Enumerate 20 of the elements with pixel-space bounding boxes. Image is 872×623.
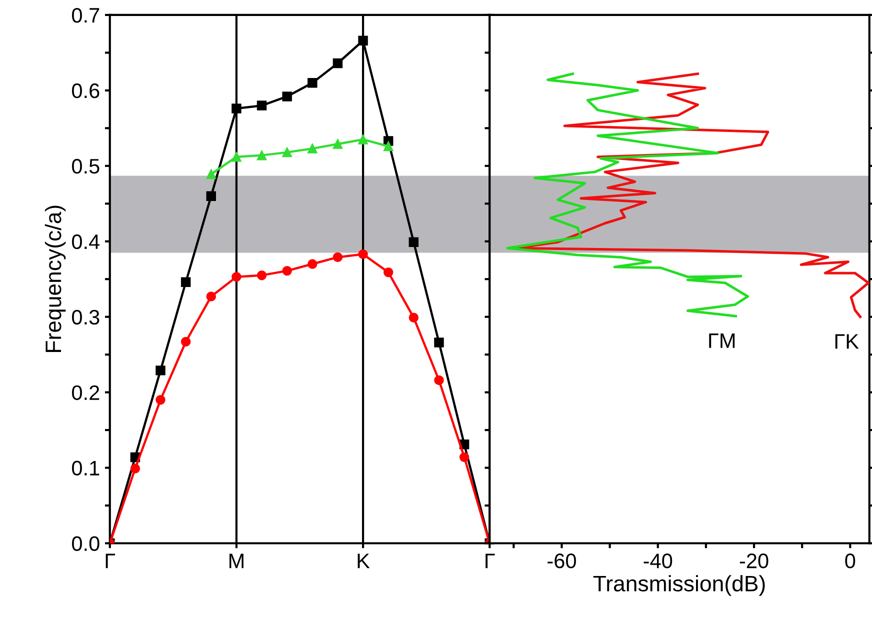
x-tick-label: -20 xyxy=(740,554,768,568)
series-label: ΓK xyxy=(835,334,859,349)
x-tick-label: -60 xyxy=(548,554,576,568)
y-tick-label: 0.7 xyxy=(72,8,100,23)
y-tick-label: 0.3 xyxy=(72,310,100,325)
y-tick-label: 0.5 xyxy=(72,158,100,174)
y-tick-label: 0.6 xyxy=(72,83,100,98)
x-tick-label: M xyxy=(229,554,244,568)
x-tick-label: K xyxy=(358,554,370,568)
series-label: ΓM xyxy=(709,334,735,348)
x-tick-label: 0 xyxy=(845,554,856,568)
y-tick-label: 0.0 xyxy=(72,536,100,552)
x-tick-label: Γ xyxy=(486,554,495,568)
y-tick-label: 0.1 xyxy=(72,460,100,476)
x-tick-label: Γ xyxy=(106,554,116,568)
y-tick-label: 0.4 xyxy=(72,234,100,250)
x-tick-label: -40 xyxy=(644,554,672,568)
x-axis-title: Transmission(dB) xyxy=(593,575,765,596)
y-tick-label: 0.2 xyxy=(72,385,100,400)
y-axis-title: Frequency(c/a) xyxy=(44,206,66,352)
